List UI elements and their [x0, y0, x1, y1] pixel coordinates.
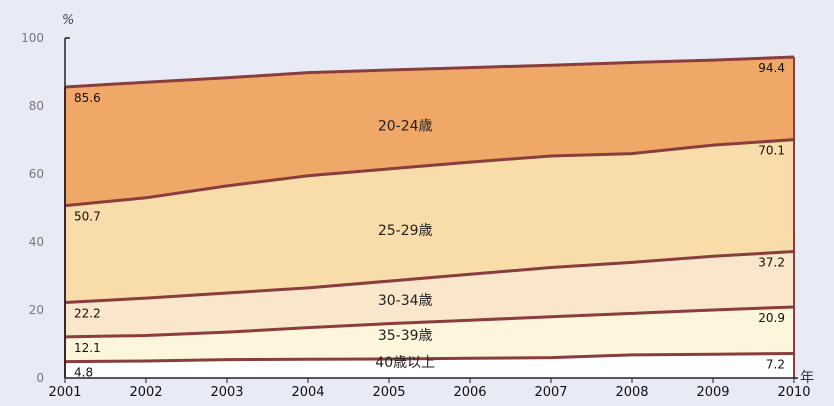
- band-label: 25-29歳: [378, 223, 433, 239]
- x-tick-label: 2002: [129, 385, 162, 400]
- area-band-1: [65, 306, 794, 362]
- band-label: 20-24歳: [378, 118, 433, 134]
- x-tick-label: 2001: [48, 385, 81, 400]
- y-axis-unit: %: [62, 13, 74, 28]
- band-label: 40歳以上: [375, 355, 435, 371]
- boundary-line-3: [64, 138, 795, 208]
- start-value-label: 85.6: [74, 91, 101, 105]
- x-tick-label: 2006: [453, 385, 486, 400]
- axes: 0 20 40 60 80 100 2001 2002 2003 2004 2005 2006 2007…: [21, 13, 814, 400]
- start-value-label: 22.2: [74, 307, 101, 321]
- end-value-label: 70.1: [758, 144, 785, 158]
- boundary-line-4: [64, 55, 795, 89]
- area-band-3: [65, 139, 794, 303]
- start-value-label: 12.1: [74, 341, 101, 355]
- area-band-4: [65, 57, 794, 206]
- x-axis-unit: 年: [800, 370, 814, 386]
- x-tick-label: 2004: [291, 385, 324, 400]
- boundary-line-2: [64, 250, 795, 305]
- end-value-label: 20.9: [758, 311, 785, 325]
- y-tick-label: 0: [36, 371, 44, 385]
- area-band-2: [65, 251, 794, 337]
- end-value-label: 7.2: [766, 358, 785, 372]
- x-tick-label: 2009: [696, 385, 729, 400]
- x-tick-label: 2003: [210, 385, 243, 400]
- start-value-label: 4.8: [74, 366, 93, 380]
- y-tick-label: 60: [29, 167, 44, 181]
- boundary-line-0: [64, 352, 795, 364]
- y-tick-label: 80: [29, 99, 44, 113]
- x-tick-label: 2005: [372, 385, 405, 400]
- boundary-line-1: [64, 305, 795, 339]
- y-tick-label: 20: [29, 303, 44, 317]
- x-tick-label: 2010: [777, 385, 810, 400]
- x-tick-label: 2007: [534, 385, 567, 400]
- y-tick-label: 40: [29, 235, 44, 249]
- band-label: 35-39歳: [378, 328, 433, 344]
- band-label: 30-34歳: [378, 293, 433, 309]
- start-value-label: 50.7: [74, 210, 101, 224]
- end-value-label: 37.2: [758, 256, 785, 270]
- x-tick-label: 2008: [615, 385, 648, 400]
- chart-labels: 40歳以上 35-39歳 30-34歳 25-29歳 20-24歳 4.8 12.1 22.2…: [74, 61, 785, 380]
- end-value-label: 94.4: [758, 61, 785, 75]
- y-tick-label: 100: [21, 31, 44, 45]
